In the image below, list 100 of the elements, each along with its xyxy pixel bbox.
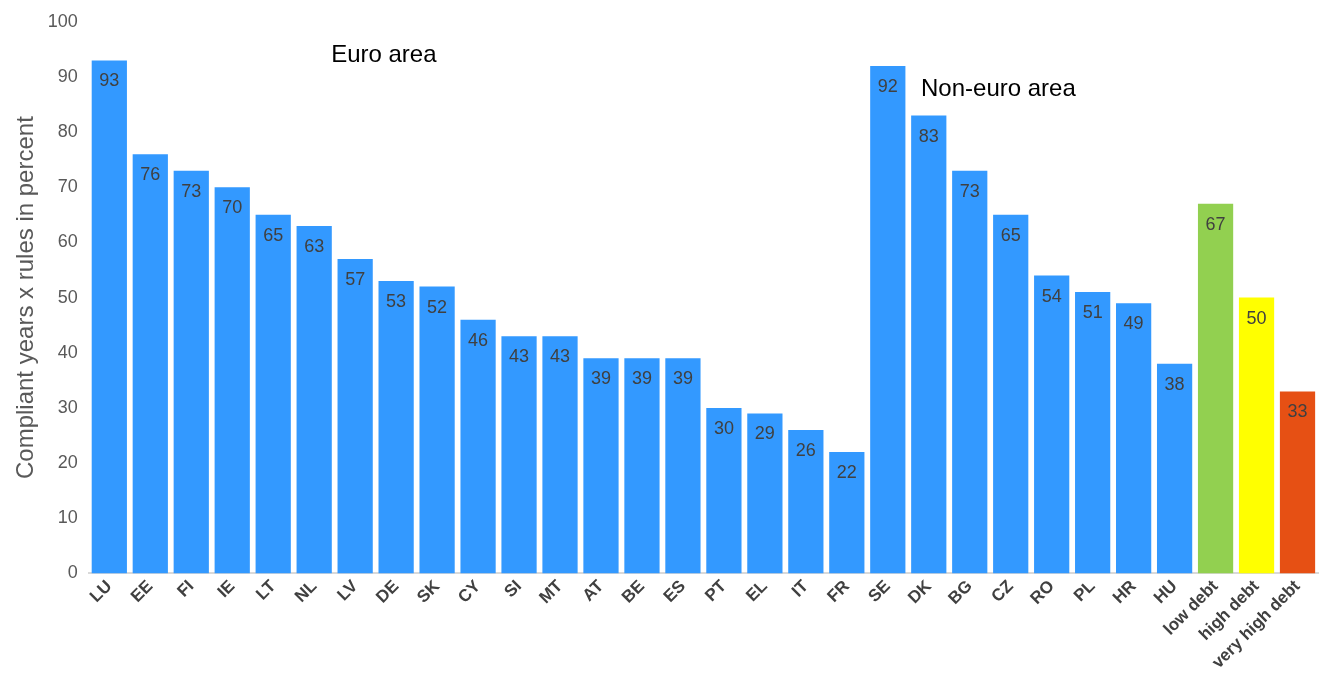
data-label: 33 (1287, 401, 1308, 422)
x-tick-label: DE (372, 576, 403, 607)
bar (542, 336, 578, 574)
bar (214, 187, 250, 574)
data-label: 83 (918, 125, 939, 146)
x-tick-label: SE (864, 576, 894, 606)
x-tick-label: LU (85, 576, 116, 606)
x-tick-label: IT (787, 575, 813, 601)
bar (706, 407, 742, 574)
data-label: 30 (713, 417, 734, 438)
y-tick-label: 20 (57, 452, 78, 473)
x-tick-label: DK (904, 575, 936, 608)
x-tick-label: RO (1026, 576, 1058, 608)
data-label: 70 (222, 197, 243, 218)
bar (624, 358, 660, 574)
bar (1156, 363, 1193, 574)
bar (132, 154, 168, 574)
data-label: 50 (1246, 307, 1267, 328)
bar (173, 170, 209, 574)
data-label: 53 (386, 291, 407, 312)
data-label: 63 (304, 235, 325, 256)
data-label: 43 (509, 346, 530, 367)
x-tick-label: BG (944, 576, 976, 608)
data-label: 73 (959, 180, 980, 201)
data-label: 92 (877, 75, 898, 96)
bar (378, 281, 414, 574)
x-tick-label: CY (454, 575, 485, 607)
y-tick-label: 80 (57, 121, 78, 142)
x-tick-label: EE (126, 576, 157, 606)
data-label: 51 (1082, 302, 1103, 323)
data-label: 22 (836, 462, 857, 483)
x-tick-label: ES (659, 576, 690, 606)
data-label: 52 (427, 296, 448, 317)
annotation: Euro area (331, 40, 438, 68)
x-tick-label: SK (413, 575, 444, 607)
bar (337, 259, 373, 574)
data-label: 29 (754, 423, 775, 444)
x-tick-label: LT (252, 575, 280, 604)
bar (1238, 297, 1275, 574)
x-tick-label: MT (535, 575, 567, 608)
bar (296, 225, 332, 574)
data-label: 38 (1164, 373, 1185, 394)
bar (1034, 275, 1070, 574)
x-tick-label: AT (578, 575, 608, 605)
bar (460, 319, 496, 574)
bar (870, 65, 906, 574)
x-tick-label: HR (1108, 576, 1140, 608)
bar (255, 214, 291, 574)
x-tick-label: BE (617, 576, 649, 607)
y-tick-label: 10 (57, 507, 78, 528)
data-label: 39 (590, 368, 611, 389)
data-label: 46 (468, 329, 489, 350)
y-tick-label: 60 (57, 231, 78, 252)
y-tick-label: 40 (57, 341, 78, 362)
y-tick-label: 0 (67, 562, 78, 583)
x-tick-label: FR (823, 576, 853, 606)
x-tick-label: SI (500, 576, 526, 602)
bar (911, 115, 947, 574)
bar (747, 413, 783, 574)
bar (1116, 303, 1152, 574)
annotation: Non-euro area (921, 73, 1077, 101)
x-tick-label: PT (701, 575, 731, 606)
y-tick-label: 90 (57, 65, 78, 86)
data-label: 57 (345, 268, 366, 289)
data-label: 43 (550, 346, 571, 367)
bar (1075, 292, 1111, 574)
bar (952, 170, 988, 574)
data-label: 73 (181, 180, 202, 201)
bar (91, 60, 127, 574)
bar (993, 214, 1029, 574)
x-tick-label: HU (1149, 576, 1181, 608)
x-tick-label: EL (742, 576, 772, 606)
data-label: 65 (263, 224, 284, 245)
data-label: 26 (795, 439, 816, 460)
bar (1197, 203, 1234, 574)
bar (665, 358, 701, 574)
bar (829, 452, 865, 574)
bar (419, 286, 455, 574)
bar (788, 430, 824, 574)
data-label: 67 (1205, 213, 1226, 234)
data-label: 49 (1123, 313, 1144, 334)
data-label: 76 (140, 164, 161, 185)
x-tick-label: FI (173, 576, 198, 601)
y-tick-label: 50 (57, 286, 78, 307)
bar (583, 358, 619, 574)
y-tick-label: 100 (47, 10, 78, 31)
x-tick-label: LV (333, 575, 362, 605)
data-label: 93 (99, 70, 120, 91)
data-label: 39 (631, 368, 652, 389)
data-label: 65 (1000, 224, 1021, 245)
y-tick-label: 70 (57, 176, 78, 197)
data-label: 54 (1041, 285, 1062, 306)
x-tick-label: CZ (987, 576, 1017, 606)
x-tick-label: NL (290, 576, 321, 606)
data-label: 39 (672, 368, 693, 389)
bar (1279, 391, 1316, 574)
y-tick-label: 30 (57, 396, 78, 417)
bar (501, 336, 537, 574)
y-axis-title: Compliant years x rules in percent (11, 115, 39, 480)
x-tick-label: PL (1069, 576, 1099, 606)
